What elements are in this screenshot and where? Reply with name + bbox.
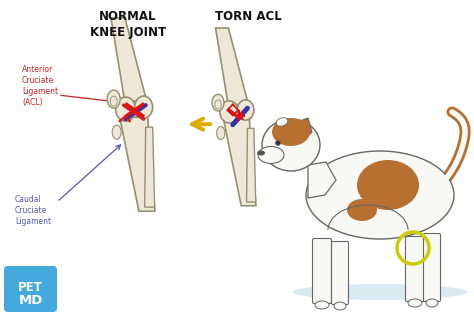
- Ellipse shape: [275, 141, 281, 145]
- Text: Anterior
Cruciate
Ligament
(ACL): Anterior Cruciate Ligament (ACL): [22, 65, 58, 107]
- Ellipse shape: [334, 302, 346, 310]
- Polygon shape: [224, 119, 256, 206]
- Ellipse shape: [258, 147, 284, 163]
- Ellipse shape: [135, 96, 153, 118]
- Polygon shape: [308, 162, 336, 198]
- Ellipse shape: [315, 301, 329, 309]
- Ellipse shape: [347, 199, 377, 221]
- Ellipse shape: [116, 97, 136, 121]
- FancyBboxPatch shape: [312, 239, 331, 303]
- Polygon shape: [246, 128, 256, 202]
- Ellipse shape: [408, 299, 422, 307]
- Polygon shape: [216, 28, 248, 105]
- Ellipse shape: [107, 90, 120, 108]
- Polygon shape: [288, 118, 312, 142]
- Polygon shape: [119, 117, 155, 211]
- Polygon shape: [145, 127, 155, 207]
- Text: PET: PET: [18, 281, 43, 294]
- Ellipse shape: [426, 299, 438, 307]
- Ellipse shape: [276, 118, 288, 126]
- Ellipse shape: [262, 119, 320, 171]
- Ellipse shape: [257, 150, 265, 155]
- Text: NORMAL
KNEE JOINT: NORMAL KNEE JOINT: [90, 10, 166, 39]
- Polygon shape: [111, 18, 146, 101]
- FancyBboxPatch shape: [405, 236, 425, 301]
- Ellipse shape: [272, 118, 310, 146]
- FancyBboxPatch shape: [4, 266, 57, 312]
- Ellipse shape: [220, 101, 238, 123]
- Text: Caudal
Cruciate
Ligament: Caudal Cruciate Ligament: [15, 195, 51, 226]
- Text: MD: MD: [18, 294, 43, 307]
- Ellipse shape: [292, 284, 467, 300]
- Ellipse shape: [112, 125, 121, 139]
- FancyBboxPatch shape: [331, 241, 348, 305]
- Ellipse shape: [237, 100, 254, 120]
- Ellipse shape: [306, 151, 454, 239]
- Text: TORN ACL: TORN ACL: [215, 10, 282, 23]
- Ellipse shape: [357, 160, 419, 210]
- Ellipse shape: [217, 127, 225, 139]
- Ellipse shape: [212, 94, 224, 111]
- FancyBboxPatch shape: [423, 234, 440, 301]
